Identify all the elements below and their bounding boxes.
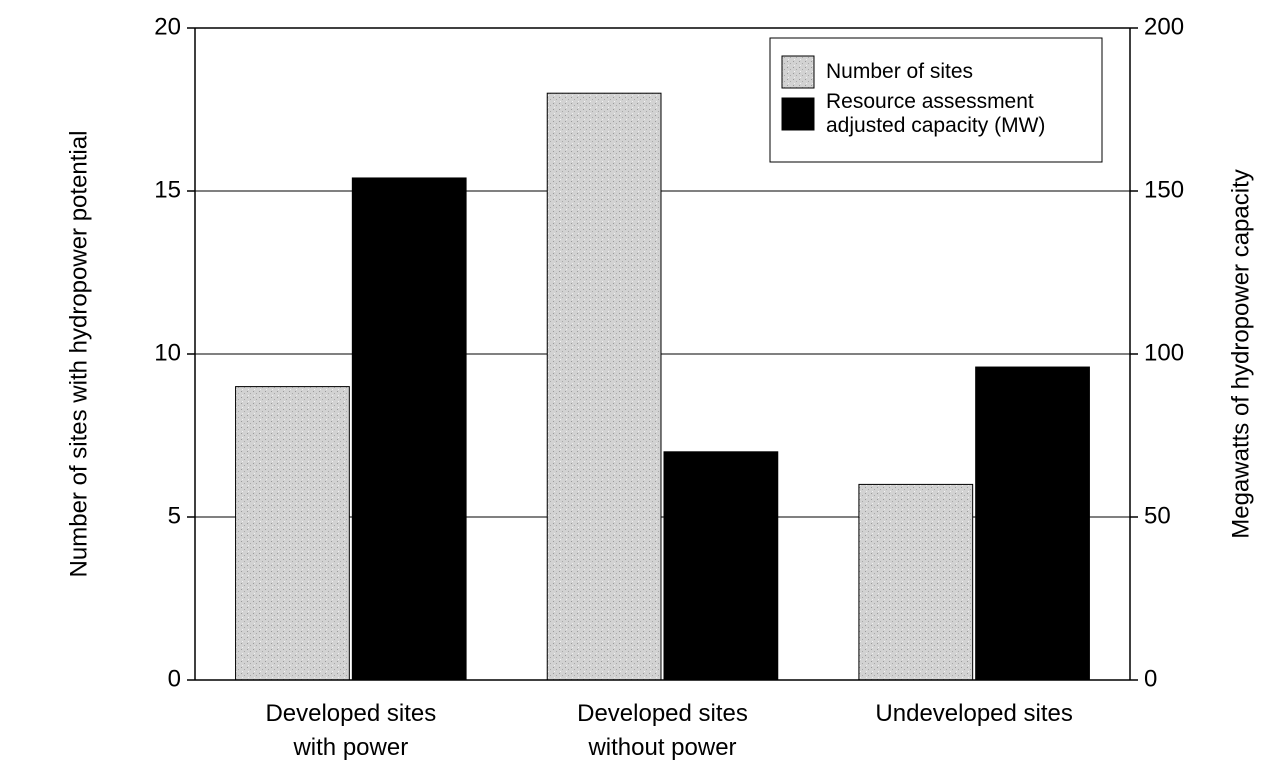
x-tick-label: Undeveloped sites (875, 700, 1072, 727)
y2-tick-label: 150 (1144, 176, 1184, 203)
y-tick-label: 20 (154, 13, 181, 40)
legend-swatch (781, 97, 815, 131)
y-tick-label: 5 (168, 502, 181, 529)
y2-tick-label: 0 (1144, 665, 1157, 692)
x-tick-label: Developed sites without power (577, 700, 748, 761)
bar (975, 366, 1090, 681)
bar (858, 483, 974, 681)
y2-tick-label: 200 (1144, 13, 1184, 40)
y2-axis-label: Megawatts of hydropower capacity (1227, 169, 1254, 539)
y-tick-label: 15 (154, 176, 181, 203)
bar (351, 177, 467, 681)
y-tick-label: 10 (154, 339, 181, 366)
x-tick-label: Developed sites with power (265, 700, 436, 761)
legend-swatch (781, 55, 815, 89)
y2-tick-label: 50 (1144, 502, 1171, 529)
bar (235, 386, 350, 681)
bar (546, 92, 662, 681)
y2-tick-label: 100 (1144, 339, 1184, 366)
y-tick-label: 0 (168, 665, 181, 692)
y-axis-label: Number of sites with hydropower potentia… (65, 131, 92, 578)
legend-label: Resource assessment adjusted capacity (MW… (826, 90, 1045, 137)
bar (663, 451, 779, 681)
legend-label: Number of sites (826, 60, 973, 83)
legend-box (769, 37, 1103, 163)
